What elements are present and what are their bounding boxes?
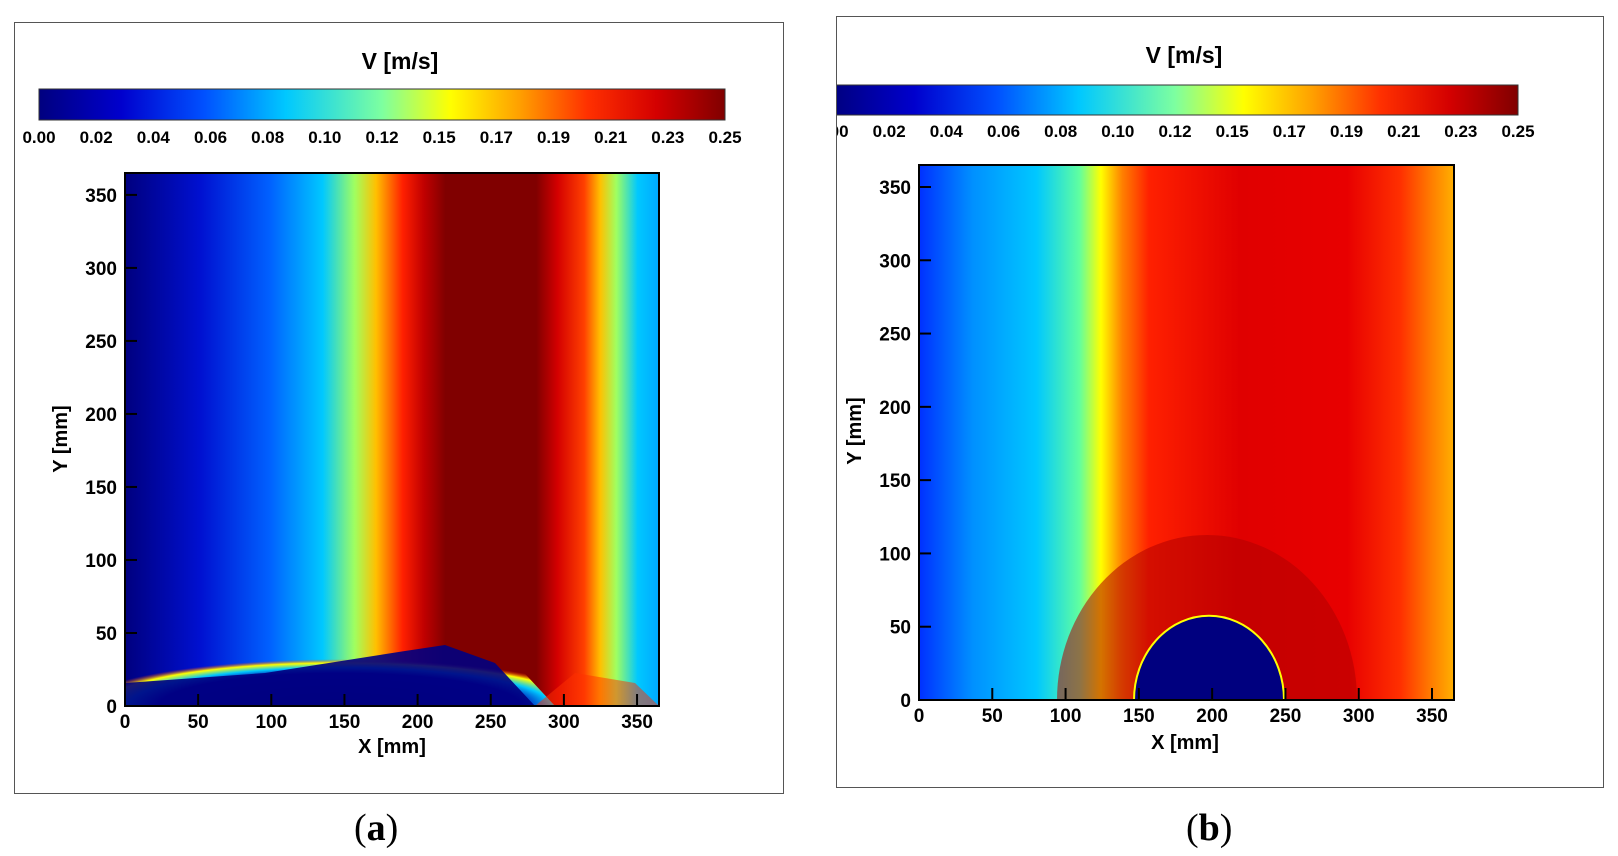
plot-frame: [918, 164, 1455, 701]
caption-label-a: a: [366, 807, 386, 849]
colorbar-tick-label: 0.08: [251, 128, 284, 147]
colorbar-tick-label: 0.10: [1101, 122, 1134, 141]
x-tick-label: 200: [1196, 706, 1228, 727]
chart-panel-a: V [m/s] 0.00 0.02 0.04 0.06 0.08 0.10 0.12 0.15…: [14, 22, 784, 794]
colorbar-tick-label: 0.02: [873, 122, 906, 141]
axes: 0 50 100 150 200 250 300 350 0 50 100 150 200 250 300 3…: [85, 186, 653, 733]
y-axis-label: Y [mm]: [844, 397, 866, 464]
colorbar-tick-label: 0.10: [308, 128, 341, 147]
colorbar-tick-label: 0.23: [651, 128, 684, 147]
x-tick-label: 300: [1343, 706, 1375, 727]
chart-panel-b: V [m/s] 0.00 0.02 0.04 0.06 0.08 0.10 0.12 0.15…: [836, 16, 1604, 788]
colorbar-tick-label: 0.06: [987, 122, 1020, 141]
y-tick-label: 50: [890, 618, 911, 639]
colorbar-tick-label: 0.04: [930, 122, 964, 141]
y-tick-label: 150: [879, 471, 911, 492]
y-tick-label: 0: [106, 697, 117, 718]
x-tick-label: 100: [255, 712, 287, 733]
colorbar-tick-label: 0.06: [194, 128, 227, 147]
colorbar-tick-label: 0.02: [80, 128, 113, 147]
colorbar-tick-label: 0.15: [423, 128, 456, 147]
x-tick-label: 0: [120, 712, 131, 733]
colorbar: [38, 88, 726, 121]
colorbar-tick-label: 0.25: [708, 128, 741, 147]
colorbar-tick-label: 0.00: [837, 122, 849, 141]
colorbar-tick-label: 0.15: [1216, 122, 1249, 141]
colorbar-title: V [m/s]: [1146, 42, 1223, 68]
x-tick-label: 200: [402, 712, 434, 733]
caption-label-b: b: [1198, 807, 1220, 849]
colorbar-tick-label: 0.00: [22, 128, 55, 147]
y-tick-label: 200: [85, 405, 117, 426]
y-tick-label: 350: [879, 178, 911, 199]
colorbar-ticks: 0.00 0.02 0.04 0.06 0.08 0.10 0.12 0.15 0.17 0.19…: [837, 122, 1535, 141]
y-tick-label: 200: [879, 398, 911, 419]
y-tick-label: 350: [85, 186, 117, 207]
x-tick-label: 350: [621, 712, 653, 733]
y-tick-label: 250: [85, 332, 117, 353]
colorbar-tick-label: 0.17: [480, 128, 513, 147]
y-tick-label: 250: [879, 325, 911, 346]
colorbar-tick-label: 0.04: [137, 128, 171, 147]
y-tick-label: 50: [96, 624, 117, 645]
colorbar-tick-label: 0.25: [1501, 122, 1534, 141]
x-axis-label: X [mm]: [1151, 732, 1219, 754]
x-tick-label: 0: [914, 706, 925, 727]
colorbar-tick-label: 0.12: [1158, 122, 1191, 141]
x-tick-label: 250: [475, 712, 507, 733]
y-tick-label: 300: [879, 251, 911, 272]
x-tick-label: 50: [188, 712, 209, 733]
y-tick-label: 100: [879, 544, 911, 565]
y-tick-label: 0: [900, 691, 911, 712]
y-tick-label: 100: [85, 551, 117, 572]
x-tick-label: 150: [1123, 706, 1155, 727]
x-tick-label: 100: [1050, 706, 1082, 727]
caption-a: (a): [354, 807, 399, 849]
colorbar-tick-label: 0.19: [1330, 122, 1363, 141]
x-tick-label: 350: [1416, 706, 1448, 727]
colorbar-tick-label: 0.12: [365, 128, 398, 147]
colorbar-tick-label: 0.21: [1387, 122, 1420, 141]
x-tick-label: 150: [329, 712, 361, 733]
x-tick-label: 300: [548, 712, 580, 733]
colorbar-ticks: 0.00 0.02 0.04 0.06 0.08 0.10 0.12 0.15 0.17 0.19…: [22, 128, 741, 147]
colorbar-tick-label: 0.08: [1044, 122, 1077, 141]
colorbar-tick-label: 0.23: [1444, 122, 1477, 141]
colorbar-tick-label: 0.21: [594, 128, 627, 147]
caption-b: (b): [1186, 807, 1233, 849]
x-axis-label: X [mm]: [358, 736, 426, 758]
colorbar-tick-label: 0.19: [537, 128, 570, 147]
velocity-field: [919, 165, 1454, 700]
y-axis-label: Y [mm]: [50, 405, 72, 472]
x-tick-label: 250: [1270, 706, 1302, 727]
velocity-field: [125, 173, 659, 706]
x-tick-label: 50: [982, 706, 1003, 727]
y-tick-label: 300: [85, 259, 117, 280]
axes: 0 50 100 150 200 250 300 350 0 50 100 150 200 250 300 3…: [879, 178, 1448, 727]
plot-frame: [124, 172, 660, 707]
chart-a: V [m/s] 0.00 0.02 0.04 0.06 0.08 0.10 0.12 0.15…: [22, 48, 741, 758]
y-tick-label: 150: [85, 478, 117, 499]
chart-b: V [m/s] 0.00 0.02 0.04 0.06 0.08 0.10 0.12 0.15…: [837, 42, 1535, 754]
colorbar: [837, 84, 1519, 116]
colorbar-title: V [m/s]: [362, 48, 439, 74]
colorbar-tick-label: 0.17: [1273, 122, 1306, 141]
